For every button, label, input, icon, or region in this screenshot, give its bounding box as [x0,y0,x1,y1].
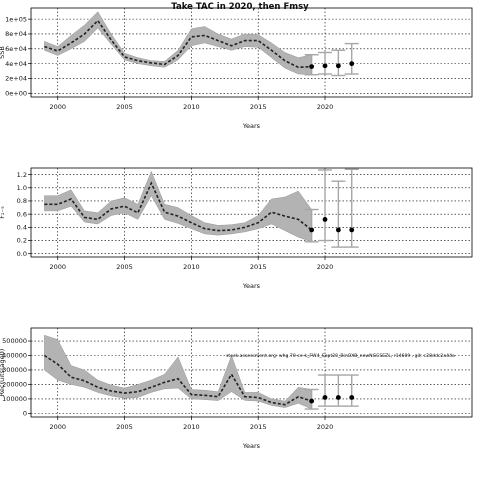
x-tick-label: 2010 [183,263,200,271]
x-axis-title: Years [242,442,261,450]
y-tick-label: 0.4 [17,224,27,232]
median-line [43,354,312,406]
x-tick-label: 2010 [183,423,200,431]
figure-title: Take TAC in 2020, then Fmsy [171,2,309,12]
x-tick-label: 2010 [183,103,200,111]
y-tick-label: 6e+04 [5,45,27,53]
y-tick-label: 200000 [2,381,27,389]
x-tick-label: 2015 [250,103,267,111]
median-line [44,19,312,69]
y-tick-label: 0 [23,410,27,418]
version-annotation: stock.assessment.org: whg.70-ce-k_FW4_Se… [226,353,455,359]
y-tick-label: 4e+04 [5,60,27,68]
projection-point [335,63,341,69]
y-tick-label: 0.2 [17,237,27,245]
x-tick-label: 2020 [317,103,334,111]
y-tick-label: 0.8 [17,197,27,205]
projection-point [349,61,355,67]
x-tick-label: 2005 [116,423,133,431]
y-tick-label: 8e+04 [5,30,27,38]
x-axis-title: Years [242,282,261,290]
x-tick-label: 2020 [317,263,334,271]
y-axis-title: SSB [0,46,6,59]
x-tick-label: 2000 [49,103,66,111]
y-tick-label: 0.6 [17,210,27,218]
x-tick-label: 2005 [116,263,133,271]
x-tick-label: 2000 [49,263,66,271]
last-year-point [309,227,315,233]
projection-point [335,395,341,400]
x-axis-title: Years [242,122,261,130]
x-tick-label: 2015 [250,423,267,431]
plot-frame [30,167,473,258]
y-tick-label: 1e+05 [5,15,27,23]
y-axis-title: F₂₋₅ [0,206,6,219]
last-year-point [309,398,315,404]
panel-1: 2000 2005 2010 2015 2020 0e+00 2e+04 4e+04 6e+04… [0,7,473,130]
confidence-band [44,170,312,243]
last-year-point [309,64,315,69]
y-tick-label: 2e+04 [5,75,27,83]
projection-point [349,395,355,400]
x-tick-label: 2020 [317,423,334,431]
projection-point [322,217,328,222]
y-tick-label: 300000 [2,366,27,374]
plot-frame [30,327,473,418]
y-tick-label: 500000 [2,337,27,345]
y-axis-title: Recruits(age0) [0,349,6,397]
median-line [44,181,313,232]
y-tick-label: 1.2 [17,171,27,179]
x-tick-label: 2005 [116,103,133,111]
y-tick-label: 400000 [2,352,27,360]
panel-2: 2000 2005 2010 2015 2020 0.0 0.2 0.4 0.6 0.8 1.0 1.… [0,167,473,290]
y-tick-label: 0e+00 [5,89,27,97]
confidence-band [44,11,312,76]
projection-point [335,227,341,233]
x-tick-label: 2000 [49,423,66,431]
y-tick-label: 100000 [2,395,27,403]
panel-3: 2000 2005 2010 2015 2020 0 100000 200000 300000 4… [0,327,473,450]
projection-point [322,63,328,69]
y-tick-label: 0.0 [17,250,27,258]
confidence-band [44,334,312,410]
y-tick-label: 1.0 [17,184,27,192]
plot-frame [30,7,473,98]
projection-point [322,395,328,400]
x-tick-label: 2015 [250,263,267,271]
projection-point [349,227,355,233]
